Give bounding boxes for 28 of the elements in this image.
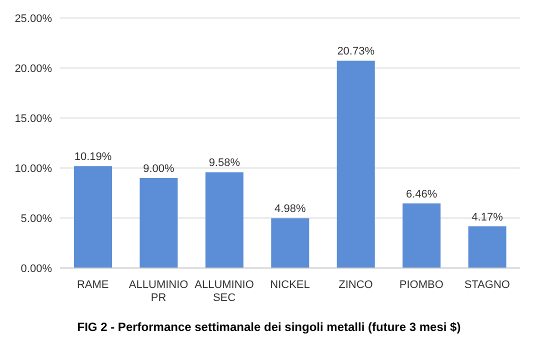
x-tick-label: ALLUMINIO SEC bbox=[194, 279, 254, 304]
x-tick-label: ZINCO bbox=[338, 279, 374, 291]
data-label: 20.73% bbox=[337, 46, 375, 58]
bar bbox=[336, 60, 375, 268]
data-label: 4.17% bbox=[472, 211, 504, 224]
y-tick-label: 5.00% bbox=[20, 212, 52, 225]
y-tick-label: 10.00% bbox=[14, 162, 52, 175]
data-label: 6.46% bbox=[406, 188, 438, 200]
data-label: 9.00% bbox=[143, 163, 175, 175]
x-tick-label: NICKEL bbox=[270, 279, 310, 291]
y-tick-label: 0.00% bbox=[20, 262, 52, 275]
bar bbox=[468, 226, 506, 268]
x-tick-label: ALLUMINIO PR bbox=[128, 279, 189, 304]
bar bbox=[140, 178, 178, 268]
text: FIG 2 - Performance settimanale dei singoli metalli (future 3 mesi $) bbox=[76, 320, 462, 334]
bar bbox=[74, 166, 112, 268]
data-label: 9.58% bbox=[208, 157, 240, 170]
y-tick-label: 20.00% bbox=[14, 62, 52, 75]
x-tick-label: RAME bbox=[76, 279, 109, 291]
bar bbox=[205, 172, 244, 268]
data-label: 10.19% bbox=[74, 151, 112, 164]
x-tick-label: STAGNO bbox=[464, 279, 510, 291]
bar bbox=[271, 218, 310, 268]
bar bbox=[402, 203, 441, 268]
y-tick-label: 25.00% bbox=[14, 12, 52, 25]
x-tick-label: PIOMBO bbox=[399, 279, 444, 291]
data-label: 4.98% bbox=[274, 203, 306, 216]
y-tick-label: 15.00% bbox=[14, 112, 52, 125]
